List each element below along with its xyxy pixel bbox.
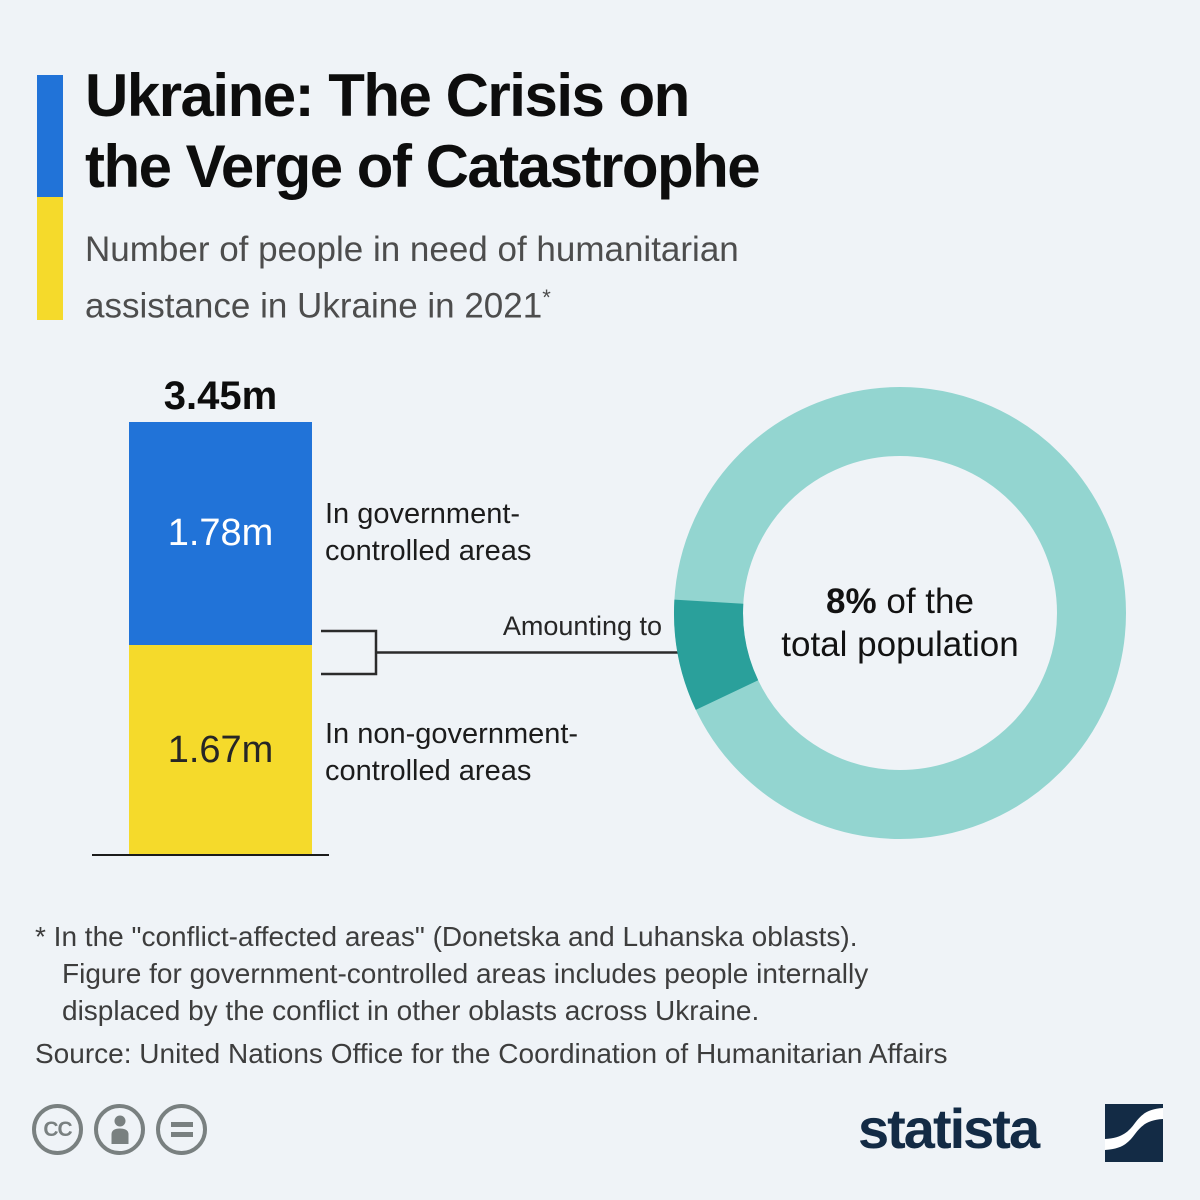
page-subtitle: Number of people in need of humanitarian… (85, 226, 739, 331)
footnote-line2: Figure for government-controlled areas i… (62, 958, 869, 989)
bar-baseline (92, 854, 329, 856)
stacked-bar: 1.78m 1.67m (129, 422, 312, 855)
connector-bracket (321, 629, 378, 676)
footnote-line3: displaced by the conflict in other oblas… (62, 995, 760, 1026)
amounting-to-label: Amounting to (502, 611, 662, 641)
bar-label-non-government: In non-government- controlled areas (325, 718, 579, 787)
statista-logo-icon (1105, 1104, 1163, 1162)
bar-total-label: 3.45m (163, 374, 278, 418)
footnote-line1: * In the "conflict-affected areas" (Done… (35, 921, 858, 952)
page-title: Ukraine: The Crisis on the Verge of Cata… (85, 60, 761, 202)
donut-percent-value: 8% (826, 582, 877, 621)
footnote-asterisk: * (542, 285, 551, 310)
bar-segment-non-government: 1.67m (129, 645, 312, 855)
donut-center-text: 8% of the total population (720, 580, 1080, 666)
source-line: Source: United Nations Office for the Co… (35, 1038, 948, 1069)
footnote: * In the "conflict-affected areas" (Done… (35, 918, 868, 1029)
bar-label-government: In government- controlled areas (325, 498, 532, 567)
bar-value-government: 1.78m (167, 512, 274, 555)
donut-center-line2: total population (781, 625, 1019, 664)
flag-yellow-stripe (37, 197, 63, 320)
statista-wordmark: statista (858, 1097, 1040, 1160)
subtitle-line1: Number of people in need of humanitarian (85, 230, 739, 269)
bar-value-non-government: 1.67m (167, 728, 274, 771)
attribution-person-icon (94, 1104, 145, 1155)
donut-slice-8-percent (673, 599, 759, 710)
ukraine-flag-accent-bar (37, 75, 63, 320)
creative-commons-icon: CC (32, 1104, 83, 1155)
title-line2: the Verge of Catastrophe (85, 133, 761, 200)
flag-blue-stripe (37, 75, 63, 197)
donut-percent-rest: of the (876, 582, 974, 621)
title-line1: Ukraine: The Crisis on (85, 62, 690, 129)
subtitle-line2: assistance in Ukraine in 2021* (85, 285, 551, 326)
bar-segment-government: 1.78m (129, 422, 312, 646)
no-derivatives-equals-icon (156, 1104, 207, 1155)
donut-chart (673, 387, 1126, 839)
